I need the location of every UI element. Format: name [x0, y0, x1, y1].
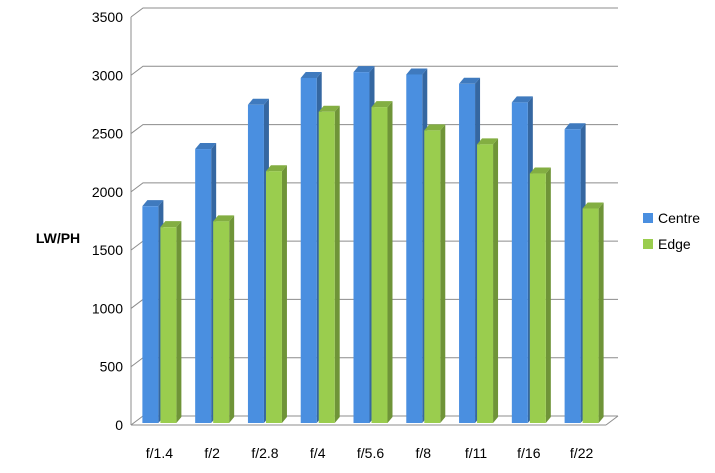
x-tick-label: f/11 [465, 445, 488, 461]
bar-top [406, 68, 428, 75]
legend-swatch-edge [643, 239, 653, 249]
bar-front [195, 149, 212, 424]
bar-top [459, 77, 481, 84]
bar-front [318, 111, 335, 424]
bar-edge-f/16 [529, 167, 551, 423]
y-tick-label: 2000 [92, 184, 123, 200]
bar-front [424, 130, 441, 424]
bar-edge-f/4 [318, 105, 340, 424]
bar-top [247, 98, 269, 105]
y-tick-label: 2500 [92, 126, 123, 142]
bar-front [529, 173, 546, 423]
bar-top [160, 221, 182, 228]
y-tick-label: 3000 [92, 67, 123, 83]
bar-front [160, 227, 177, 423]
bar-edge-f/1.4 [160, 221, 182, 423]
bar-top [511, 96, 533, 103]
x-tick-label: f/22 [570, 445, 594, 461]
bar-front [142, 206, 159, 423]
bar-top [424, 124, 446, 131]
x-tick-label: f/2.8 [251, 445, 278, 461]
bar-top [300, 71, 322, 78]
bar-top [213, 215, 235, 222]
bar-front [582, 208, 599, 423]
bar-centre-f/2.8 [247, 98, 269, 423]
y-tick-label: 0 [115, 417, 123, 433]
y-tick-label: 1000 [92, 300, 123, 316]
bar-centre-f/11 [459, 77, 481, 423]
gridline [130, 65, 618, 76]
legend: Centre Edge [643, 210, 700, 252]
bar-front [371, 107, 388, 423]
bar-centre-f/16 [511, 96, 533, 423]
gridline [130, 7, 618, 18]
bar-side [387, 101, 393, 423]
axis-layer: 0 500 1000 1500 2000 2500 3000 3500 f/1.4 f/2 f/2.… [92, 9, 594, 461]
bar-top [195, 143, 217, 150]
bar-side [493, 138, 499, 423]
x-tick-label: f/16 [517, 445, 541, 461]
x-tick-label: f/1.4 [146, 445, 173, 461]
bar-top [142, 200, 164, 207]
y-tick-label: 1500 [92, 242, 123, 258]
bar-front [511, 102, 528, 423]
bar-top [265, 165, 287, 172]
bar-edge-f/2 [213, 215, 235, 423]
bar-top [564, 123, 586, 130]
bar-edge-f/11 [477, 138, 499, 423]
bar-front [459, 83, 476, 423]
x-tick-label: f/4 [310, 445, 326, 461]
bar-centre-f/22 [564, 123, 586, 424]
x-tick-label: f/2 [204, 445, 220, 461]
bar-front [247, 104, 264, 423]
bar-top [582, 202, 604, 209]
x-tick-label: f/8 [415, 445, 431, 461]
bar-top [371, 101, 393, 108]
bar-side [598, 202, 604, 423]
bar-centre-f/2 [195, 143, 217, 424]
legend-swatch-centre [643, 213, 653, 223]
bar-front [564, 129, 581, 424]
bar-top [318, 105, 340, 112]
x-tick-label: f/5.6 [357, 445, 384, 461]
bar-edge-f/8 [424, 124, 446, 424]
bar-front [477, 144, 494, 423]
bar-top [477, 138, 499, 145]
bar-edge-f/22 [582, 202, 604, 423]
bar-edge-f/2.8 [265, 165, 287, 423]
y-tick-label: 500 [100, 359, 124, 375]
bar-layer [142, 66, 604, 424]
bar-side [545, 167, 551, 423]
bar-centre-f/1.4 [142, 200, 164, 423]
bar-front [300, 77, 317, 423]
bar-side [281, 165, 287, 423]
bar-edge-f/5.6 [371, 101, 393, 423]
bar-centre-f/5.6 [353, 66, 375, 424]
legend-label-centre: Centre [658, 210, 700, 226]
bar-side [229, 215, 235, 423]
floor-edge [605, 415, 619, 426]
bar-front [353, 72, 370, 424]
y-axis-label: LW/PH [36, 230, 80, 246]
bar-top [353, 66, 375, 73]
bar-centre-f/4 [300, 71, 322, 423]
y-tick-label: 3500 [92, 9, 123, 25]
bar-front [265, 171, 282, 423]
bar-top [529, 167, 551, 174]
legend-label-edge: Edge [658, 236, 691, 252]
bar-front [406, 74, 423, 424]
bar-side [440, 124, 446, 424]
bar-front [213, 221, 230, 423]
bar-centre-f/8 [406, 68, 428, 424]
bar-side [334, 105, 340, 424]
bar-side [176, 221, 182, 423]
